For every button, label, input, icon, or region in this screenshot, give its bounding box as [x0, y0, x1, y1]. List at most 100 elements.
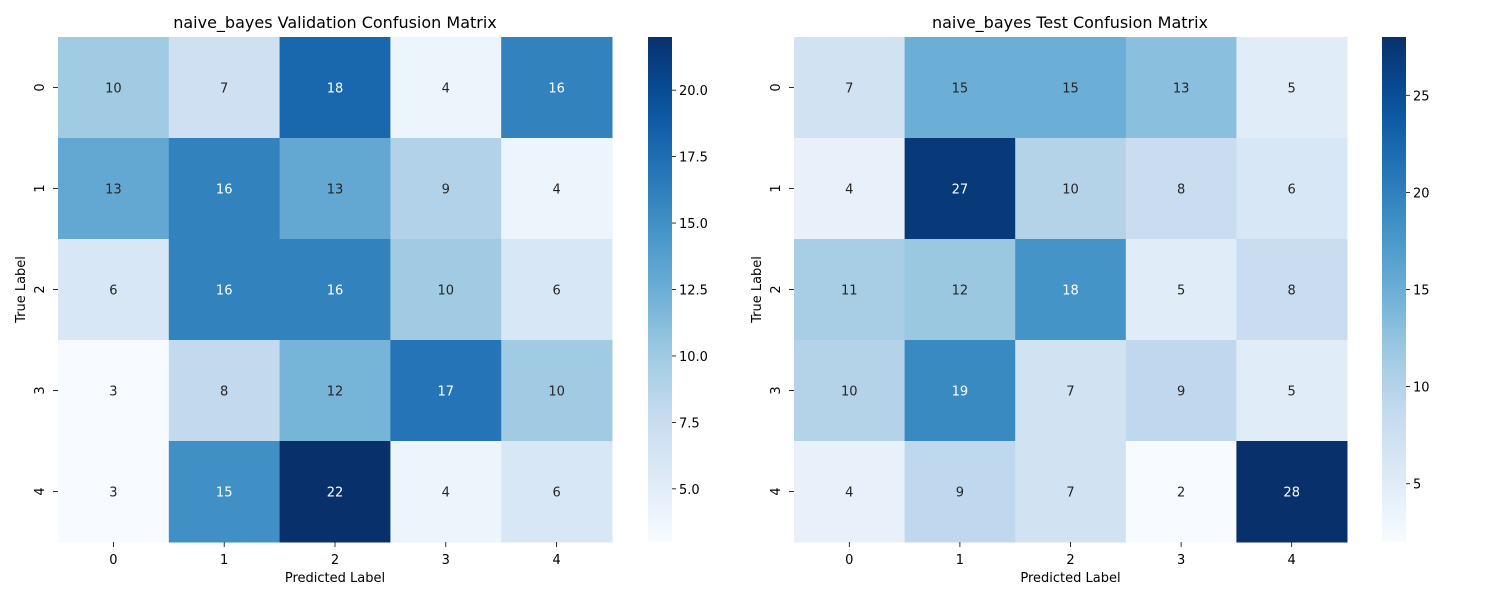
cell-value-label: 8 — [220, 385, 228, 400]
colorbar-tick-label: 10 — [1413, 381, 1430, 396]
heatmap-cell — [1125, 340, 1237, 442]
heatmap-cell — [1125, 37, 1237, 139]
heatmap-cell — [904, 239, 1016, 341]
cell-value-label: 16 — [216, 183, 233, 198]
y-axis-label: True Label — [750, 256, 765, 324]
validation-confusion-matrix-panel: naive_bayes Validation Confusion Matrix 1… — [14, 13, 708, 586]
cell-value-label: 6 — [109, 284, 117, 299]
colorbar — [1382, 37, 1406, 542]
test-chart-title: naive_bayes Test Confusion Matrix — [932, 13, 1208, 33]
heatmap-cell — [168, 239, 281, 341]
cell-value-label: 4 — [442, 486, 450, 501]
cell-value-label: 18 — [327, 82, 344, 97]
heatmap-cell — [1236, 138, 1348, 240]
cell-value-label: 15 — [216, 486, 233, 501]
y-tick-label: 0 — [769, 83, 784, 91]
heatmap-cell — [501, 138, 613, 240]
heatmap-cell — [1236, 37, 1348, 139]
heatmap-cell — [904, 138, 1016, 240]
cell-value-label: 12 — [952, 284, 969, 299]
heatmap-cell — [279, 441, 391, 543]
cell-value-label: 10 — [841, 385, 858, 400]
x-tick-label: 2 — [331, 553, 339, 568]
cell-value-label: 3 — [109, 385, 117, 400]
colorbar-tick-label: 7.5 — [679, 416, 700, 431]
cell-value-label: 22 — [327, 486, 344, 501]
cell-value-label: 8 — [1288, 284, 1296, 299]
cell-value-label: 5 — [1288, 385, 1296, 400]
cell-value-label: 16 — [216, 284, 233, 299]
heatmap-cell — [1125, 239, 1237, 341]
cell-value-label: 6 — [1288, 183, 1296, 198]
cell-value-label: 5 — [1288, 82, 1296, 97]
x-tick-label: 1 — [956, 553, 964, 568]
colorbar-tick-label: 5.0 — [679, 483, 700, 498]
cell-value-label: 2 — [1177, 486, 1185, 501]
cell-value-label: 6 — [552, 486, 560, 501]
validation-chart-title: naive_bayes Validation Confusion Matrix — [173, 13, 497, 33]
cell-value-label: 4 — [845, 486, 853, 501]
x-tick-label: 2 — [1066, 553, 1074, 568]
heatmap-cell — [501, 239, 613, 341]
x-tick-label: 4 — [552, 553, 560, 568]
cell-value-label: 13 — [1173, 82, 1190, 97]
colorbar-tick-label: 25 — [1413, 89, 1430, 104]
cell-value-label: 13 — [327, 183, 344, 198]
x-axis-label: Predicted Label — [1020, 571, 1120, 586]
cell-value-label: 11 — [841, 284, 858, 299]
heatmap-cell — [58, 239, 170, 341]
x-tick-label: 0 — [109, 553, 117, 568]
x-tick-label: 0 — [845, 553, 853, 568]
heatmap-cell — [390, 138, 502, 240]
cell-value-label: 4 — [552, 183, 560, 198]
cell-value-label: 16 — [548, 82, 565, 97]
cell-value-label: 6 — [552, 284, 560, 299]
cell-value-label: 7 — [1066, 486, 1074, 501]
heatmap-cell — [168, 37, 281, 139]
heatmap-cell — [1125, 441, 1237, 543]
x-tick-label: 3 — [442, 553, 450, 568]
cell-value-label: 17 — [438, 385, 455, 400]
cell-value-label: 9 — [956, 486, 964, 501]
y-tick-label: 4 — [33, 487, 48, 495]
heatmap-cell — [279, 138, 391, 240]
cell-value-label: 7 — [220, 82, 228, 97]
heatmap-cell — [501, 37, 613, 139]
cell-value-label: 7 — [1066, 385, 1074, 400]
cell-value-label: 10 — [438, 284, 455, 299]
colorbar-tick-label: 17.5 — [679, 151, 708, 166]
heatmap-cell — [1015, 37, 1127, 139]
heatmap-cell — [390, 239, 502, 341]
cell-value-label: 27 — [952, 183, 969, 198]
x-tick-label: 3 — [1177, 553, 1185, 568]
colorbar-tick-label: 10.0 — [679, 350, 708, 365]
cell-value-label: 4 — [442, 82, 450, 97]
y-tick-label: 1 — [33, 184, 48, 192]
cell-value-label: 13 — [105, 183, 122, 198]
heatmap-cell — [501, 340, 613, 442]
colorbar-tick-label: 15.0 — [679, 217, 708, 232]
cell-value-label: 10 — [105, 82, 122, 97]
cell-value-label: 15 — [952, 82, 969, 97]
y-tick-label: 3 — [33, 386, 48, 394]
cell-value-label: 4 — [845, 183, 853, 198]
cell-value-label: 15 — [1062, 82, 1079, 97]
heatmap-cell — [1236, 239, 1348, 341]
y-tick-label: 2 — [769, 285, 784, 293]
cell-value-label: 19 — [952, 385, 969, 400]
y-tick-label: 4 — [769, 487, 784, 495]
heatmap-cell — [1015, 441, 1127, 543]
heatmap-cell — [794, 239, 906, 341]
heatmap-cell — [58, 441, 170, 543]
heatmap-cell — [168, 441, 281, 543]
cell-value-label: 8 — [1177, 183, 1185, 198]
y-tick-label: 3 — [769, 386, 784, 394]
heatmap-cell — [904, 340, 1016, 442]
heatmap-cell — [279, 239, 391, 341]
heatmap-cell — [58, 138, 170, 240]
cell-value-label: 5 — [1177, 284, 1185, 299]
heatmap-cell — [390, 441, 502, 543]
heatmap-cell — [794, 340, 906, 442]
